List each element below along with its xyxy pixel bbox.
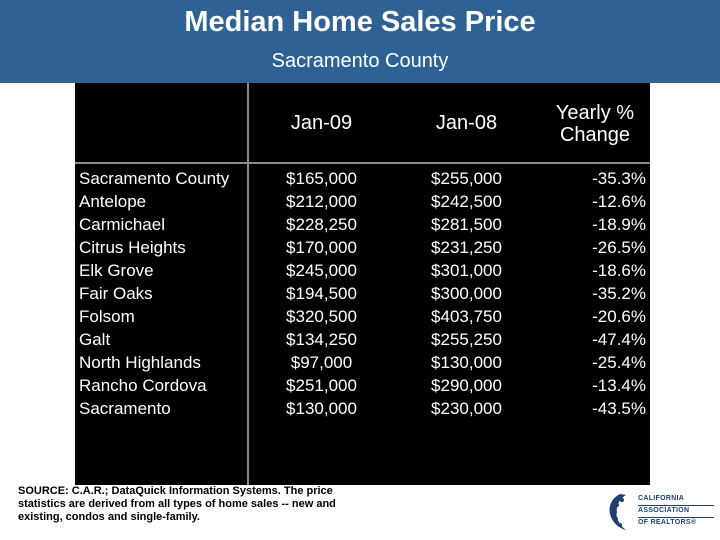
col-header-jan09: Jan-09 (290, 112, 353, 134)
logo-line-3: OF REALTORS® (638, 519, 697, 526)
row-name: Carmichael (79, 215, 165, 234)
row-jan08: $300,000 (431, 284, 502, 303)
table-row: Galt $134,250 $255,250 -47.4% (75, 328, 650, 351)
col-header-jan08: Jan-08 (435, 112, 498, 134)
row-change: -47.4% (592, 330, 646, 349)
logo-rule (638, 517, 714, 518)
row-jan09: $130,000 (286, 399, 357, 418)
row-jan09: $134,250 (286, 330, 357, 349)
row-change: -12.6% (592, 192, 646, 211)
row-jan09: $97,000 (290, 353, 353, 372)
row-jan08: $301,000 (431, 261, 502, 280)
car-logo-text: CALIFORNIA ASSOCIATION OF REALTORS® (638, 493, 718, 529)
row-jan08: $230,000 (431, 399, 502, 418)
row-name: Sacramento (79, 399, 171, 418)
header-divider (75, 162, 650, 164)
table-row: Sacramento $130,000 $230,000 -43.5% (75, 397, 650, 420)
table-row: Sacramento County $165,000 $255,000 -35.… (75, 167, 650, 190)
row-change: -20.6% (592, 307, 646, 326)
table-row: Antelope $212,000 $242,500 -12.6% (75, 190, 650, 213)
row-jan09: $245,000 (286, 261, 357, 280)
logo-line-2: ASSOCIATION (638, 507, 690, 514)
table-row: Carmichael $228,250 $281,500 -18.9% (75, 213, 650, 236)
row-change: -35.2% (592, 284, 646, 303)
row-name: Galt (79, 330, 111, 349)
row-jan08: $281,500 (431, 215, 502, 234)
row-jan09: $165,000 (286, 169, 357, 188)
logo-rule (638, 505, 714, 506)
row-name: Rancho Cordova (79, 376, 207, 395)
row-name: Citrus Heights (79, 238, 186, 257)
car-logo: CALIFORNIA ASSOCIATION OF REALTORS® (604, 490, 716, 534)
row-jan08: $403,750 (431, 307, 502, 326)
row-jan09: $251,000 (286, 376, 357, 395)
table-row: Citrus Heights $170,000 $231,250 -26.5% (75, 236, 650, 259)
row-change: -26.5% (592, 238, 646, 257)
price-table: Jan-09 Jan-08 Yearly % Change Sacramento… (75, 83, 650, 485)
row-name: Elk Grove (79, 261, 154, 280)
table-row: North Highlands $97,000 $130,000 -25.4% (75, 351, 650, 374)
row-jan08: $231,250 (431, 238, 502, 257)
table-row: Rancho Cordova $251,000 $290,000 -13.4% (75, 374, 650, 397)
table-row: Fair Oaks $194,500 $300,000 -35.2% (75, 282, 650, 305)
col-header-change: Yearly % Change (530, 102, 660, 146)
slide-title: Median Home Sales Price (184, 6, 536, 38)
slide-header: Median Home Sales Price Sacramento Count… (0, 0, 720, 83)
row-jan08: $255,000 (431, 169, 502, 188)
row-jan08: $290,000 (431, 376, 502, 395)
row-change: -25.4% (592, 353, 646, 372)
source-note: SOURCE: C.A.R.; DataQuick Information Sy… (18, 485, 336, 523)
row-name: Sacramento County (79, 169, 230, 188)
column-divider (247, 83, 249, 163)
row-name: Fair Oaks (79, 284, 153, 303)
row-name: North Highlands (79, 353, 201, 372)
row-change: -35.3% (592, 169, 646, 188)
table-row: Folsom $320,500 $403,750 -20.6% (75, 305, 650, 328)
row-name: Folsom (79, 307, 135, 326)
col-header-change-text: Yearly % Change (555, 102, 635, 146)
row-jan09: $228,250 (286, 215, 357, 234)
row-change: -43.5% (592, 399, 646, 418)
column-divider (247, 163, 249, 485)
logo-line-1: CALIFORNIA (638, 495, 685, 502)
row-jan08: $130,000 (431, 353, 502, 372)
slide-subtitle: Sacramento County (271, 50, 449, 72)
row-change: -13.4% (592, 376, 646, 395)
row-change: -18.6% (592, 261, 646, 280)
row-jan09: $170,000 (286, 238, 357, 257)
row-jan08: $255,250 (431, 330, 502, 349)
row-name: Antelope (79, 192, 147, 211)
row-jan09: $194,500 (286, 284, 357, 303)
row-jan09: $320,500 (286, 307, 357, 326)
row-change: -18.9% (592, 215, 646, 234)
row-jan08: $242,500 (431, 192, 502, 211)
row-jan09: $212,000 (286, 192, 357, 211)
table-row: Elk Grove $245,000 $301,000 -18.6% (75, 259, 650, 282)
car-logo-mark-icon (609, 494, 626, 530)
